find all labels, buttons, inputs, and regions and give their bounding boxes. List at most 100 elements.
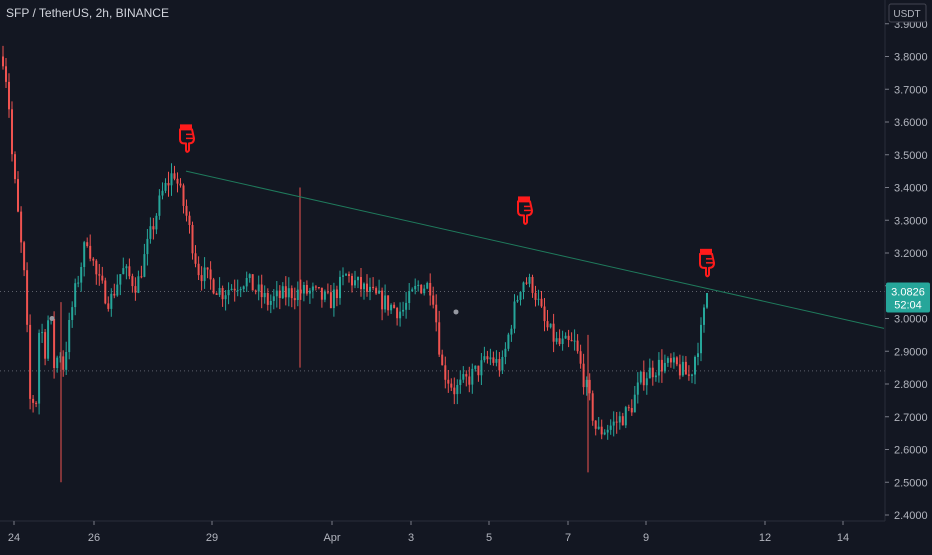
candle-body bbox=[2, 56, 4, 67]
bar-countdown-label: 52:04 bbox=[894, 299, 922, 311]
candle-body bbox=[348, 274, 350, 276]
candle-body bbox=[320, 287, 323, 300]
candle-body bbox=[366, 283, 368, 292]
candle-body bbox=[555, 338, 558, 342]
candle-body bbox=[47, 320, 50, 359]
currency-button[interactable] bbox=[888, 3, 927, 23]
candle-body bbox=[191, 225, 194, 254]
candle-body bbox=[462, 374, 465, 380]
candle-body bbox=[71, 307, 74, 320]
candle-body bbox=[200, 275, 203, 282]
trendline[interactable] bbox=[185, 170, 885, 329]
candle-body bbox=[62, 356, 65, 370]
candle-body bbox=[143, 254, 146, 277]
candle-body bbox=[296, 289, 299, 300]
time-tick-label: 14 bbox=[837, 532, 849, 544]
last-price-label: 3.0826 bbox=[891, 286, 925, 298]
candle-body bbox=[354, 280, 356, 286]
candle-body bbox=[627, 407, 630, 409]
candle-body bbox=[588, 379, 591, 394]
candle-body bbox=[700, 324, 702, 354]
candle-body bbox=[456, 385, 459, 395]
price-tick-label: 3.2000 bbox=[894, 248, 928, 260]
candle-body bbox=[287, 288, 290, 298]
candle-body bbox=[624, 407, 627, 426]
candle-body bbox=[233, 288, 236, 291]
time-tick-label: 9 bbox=[643, 532, 649, 544]
price-tick-label: 3.6000 bbox=[894, 117, 928, 129]
candle-body bbox=[113, 293, 116, 296]
candle-body bbox=[357, 277, 359, 281]
resistance-trendline[interactable] bbox=[185, 170, 885, 329]
candle-body bbox=[209, 269, 212, 280]
candle-body bbox=[29, 324, 32, 399]
candle-body bbox=[212, 279, 215, 294]
candle-body bbox=[405, 302, 408, 310]
candle-body bbox=[459, 379, 462, 385]
price-tick-label: 3.0000 bbox=[894, 314, 928, 326]
candle-body bbox=[678, 364, 681, 376]
candle-body bbox=[80, 267, 83, 283]
candle-body bbox=[579, 351, 582, 364]
candle-body bbox=[339, 276, 341, 299]
price-tick-label: 2.4000 bbox=[894, 510, 928, 522]
candle-body bbox=[486, 356, 489, 360]
price-tick-label: 2.7000 bbox=[894, 412, 928, 424]
candle-body bbox=[293, 298, 296, 301]
candle-body bbox=[176, 178, 179, 184]
candle-body bbox=[86, 242, 89, 246]
candle-body bbox=[706, 293, 708, 308]
time-tick-label: 24 bbox=[8, 532, 20, 544]
candle-body bbox=[332, 289, 335, 309]
candle-body bbox=[14, 154, 16, 180]
candle-body bbox=[206, 267, 209, 270]
candle-body bbox=[453, 387, 456, 395]
candle-body bbox=[281, 286, 284, 299]
candle-body bbox=[110, 293, 113, 309]
candle-body bbox=[396, 308, 399, 319]
candle-body bbox=[558, 338, 561, 345]
candle-body bbox=[666, 358, 669, 363]
candle-body bbox=[375, 288, 378, 294]
candle-body bbox=[549, 323, 552, 328]
candle-body bbox=[269, 301, 272, 305]
candle-body bbox=[390, 304, 393, 311]
candle-body bbox=[645, 378, 648, 386]
candle-body bbox=[441, 354, 444, 366]
candle-body bbox=[615, 421, 618, 423]
candle-body bbox=[423, 288, 426, 294]
candle-body bbox=[651, 367, 654, 378]
candle-body bbox=[125, 266, 128, 269]
candle-body bbox=[654, 375, 657, 378]
candle-body bbox=[155, 215, 158, 230]
time-tick-label: 3 bbox=[408, 532, 414, 544]
price-tick-label: 2.8000 bbox=[894, 379, 928, 391]
candle-body bbox=[657, 359, 660, 376]
candle-body bbox=[317, 287, 320, 288]
candle-body bbox=[284, 286, 287, 298]
candle-body bbox=[224, 295, 227, 300]
candle-body bbox=[203, 267, 206, 282]
candle-body bbox=[170, 173, 173, 186]
candle-body bbox=[444, 365, 447, 380]
candle-body bbox=[308, 290, 311, 294]
candle-body bbox=[504, 348, 507, 357]
candle-body bbox=[519, 292, 522, 300]
candle-body bbox=[474, 365, 477, 369]
candle-body bbox=[564, 335, 567, 339]
candle-body bbox=[68, 320, 71, 353]
candle-body bbox=[242, 286, 245, 290]
candle-body bbox=[694, 357, 696, 375]
candle-body bbox=[384, 295, 387, 310]
candle-body bbox=[194, 253, 197, 264]
candle-body bbox=[570, 340, 573, 342]
candle-body bbox=[468, 376, 471, 385]
candle-body bbox=[648, 367, 651, 379]
candle-body bbox=[89, 245, 92, 259]
candle-body bbox=[697, 353, 699, 357]
candle-body bbox=[56, 357, 59, 368]
time-axis[interactable]: 24 26 29 Apr 3 5 7 9 12 14 bbox=[0, 520, 885, 544]
price-tick-label: 3.8000 bbox=[894, 52, 928, 64]
